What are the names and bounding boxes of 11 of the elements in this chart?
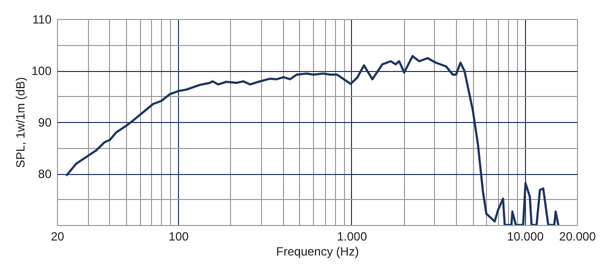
y-tick-label: 90 (38, 116, 52, 130)
y-tick-label: 100 (31, 64, 52, 78)
x-axis-title: Frequency (Hz) (276, 244, 359, 258)
y-axis-title: SPL, 1w/1m (dB) (13, 77, 28, 168)
x-tick-label: 20 (50, 230, 64, 244)
x-tick-label: 100 (168, 230, 189, 244)
x-tick-label: 1.000 (336, 230, 368, 244)
x-tick-label: 20.000 (559, 230, 596, 244)
y-tick-label: 80 (38, 167, 52, 181)
x-tick-label: 10.000 (506, 230, 544, 244)
y-tick-label: 110 (32, 12, 52, 26)
